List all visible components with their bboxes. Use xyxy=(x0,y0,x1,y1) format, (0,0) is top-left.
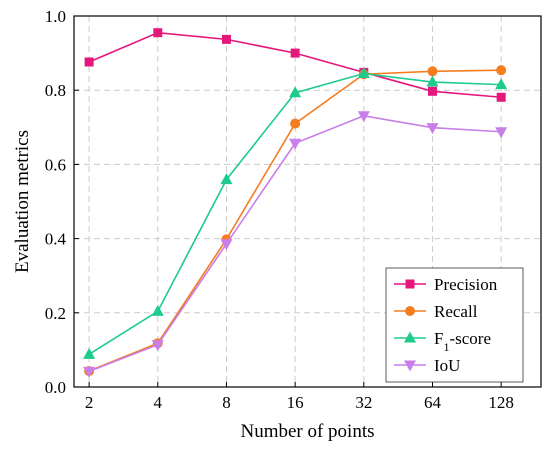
plot-frame xyxy=(73,15,542,388)
axes: 0.0 0.2 0.4 0.6 0.8 1.0 2 4 8 16 32 64 128 xyxy=(45,7,514,412)
y-tick-label: 0.2 xyxy=(45,304,66,323)
data-point xyxy=(495,78,508,90)
x-axis-title: Number of points xyxy=(240,421,374,442)
x-tick-label: 128 xyxy=(488,393,514,412)
legend-label: Precision xyxy=(434,275,498,294)
data-point xyxy=(290,118,301,129)
series-2 xyxy=(83,67,508,359)
y-tick-label: 0.8 xyxy=(45,81,66,100)
data-point xyxy=(289,86,302,98)
data-point xyxy=(496,65,507,76)
data-point xyxy=(427,66,438,77)
data-point xyxy=(83,347,96,359)
legend-marker xyxy=(404,331,416,343)
legend: Precision Recall F1-score IoU xyxy=(385,267,524,383)
series-3 xyxy=(83,111,508,378)
data-point xyxy=(427,86,437,96)
legend-label: Recall xyxy=(434,302,478,321)
data-point xyxy=(426,123,439,135)
data-point xyxy=(426,75,439,87)
data-point xyxy=(496,92,506,102)
y-tick-label: 0.4 xyxy=(45,230,67,249)
series-layer xyxy=(83,28,508,378)
data-point xyxy=(289,138,302,150)
data-point xyxy=(357,111,370,123)
legend-marker xyxy=(404,360,416,372)
x-tick-label: 8 xyxy=(222,393,231,412)
legend-marker xyxy=(405,306,415,316)
y-tick-label: 0.0 xyxy=(45,378,66,397)
data-point xyxy=(220,239,233,251)
data-point xyxy=(357,67,370,79)
legend-marker xyxy=(405,279,415,289)
legend-label: IoU xyxy=(434,356,460,375)
x-tick-label: 4 xyxy=(154,393,163,412)
data-point xyxy=(495,127,508,139)
data-point xyxy=(151,304,164,316)
data-point xyxy=(220,173,233,185)
x-tick-label: 16 xyxy=(287,393,304,412)
data-point xyxy=(84,57,94,67)
x-tick-label: 32 xyxy=(355,393,372,412)
y-axis-title: Evaluation metrics xyxy=(12,130,33,273)
y-tick-label: 1.0 xyxy=(45,7,66,26)
data-point xyxy=(83,366,96,378)
legend-label: F1-score xyxy=(434,329,491,354)
y-tick-label: 0.6 xyxy=(45,155,66,174)
data-point xyxy=(151,340,164,352)
x-tick-label: 2 xyxy=(85,393,94,412)
x-tick-label: 64 xyxy=(424,393,442,412)
data-point xyxy=(221,34,231,44)
data-point xyxy=(290,48,300,58)
data-point xyxy=(153,28,163,38)
